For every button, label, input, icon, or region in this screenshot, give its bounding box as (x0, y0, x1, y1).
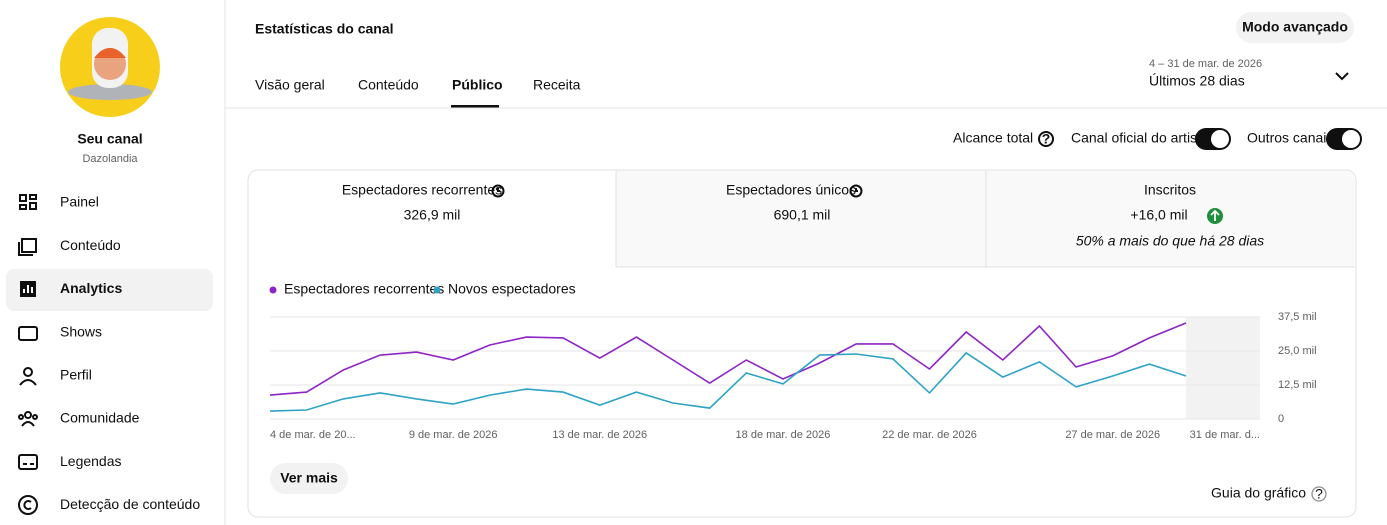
x-tick-label: 18 de mar. de 2026 (736, 429, 831, 441)
nav-item[interactable]: Analytics (60, 280, 122, 296)
period-chevron[interactable] (1335, 72, 1349, 81)
x-tick-label: 9 de mar. de 2026 (409, 429, 498, 441)
legend-label: Novos espectadores (448, 281, 576, 297)
legend-dot (433, 286, 441, 294)
svg-text:?: ? (1315, 486, 1323, 502)
toggle[interactable] (1195, 128, 1231, 150)
toggle-label: Canal oficial do artista (1071, 130, 1209, 146)
nav-item[interactable]: Detecção de conteúdo (60, 496, 200, 512)
more-button-label[interactable]: Ver mais (280, 470, 338, 486)
advanced-button-bg[interactable] (1236, 12, 1354, 43)
nav-item[interactable]: Legendas (60, 453, 122, 469)
toggle-label: Outros canais (1247, 130, 1333, 146)
y-tick-label: 0 (1278, 413, 1284, 425)
clock-icon (849, 184, 863, 198)
metric-label: Espectadores únicos (726, 182, 856, 198)
reach-label: Alcance total (953, 130, 1033, 146)
metric-label: Espectadores recorrentes (342, 182, 502, 198)
x-tick-label: 4 de mar. de 20... (270, 429, 356, 441)
tab[interactable]: Visão geral (255, 77, 325, 93)
metric-value: 690,1 mil (774, 207, 831, 223)
nav-item[interactable]: Conteúdo (60, 237, 121, 253)
channel-name: Dazolandia (82, 153, 138, 165)
x-tick-label: 31 de mar. d... (1190, 429, 1260, 441)
x-tick-label: 27 de mar. de 2026 (1065, 429, 1160, 441)
chart: 0 12,5 mil 25,0 mil 37,5 mil 4 de mar. de 20… (269, 281, 1317, 441)
clock-icon (491, 184, 505, 198)
nav-item[interactable]: Perfil (60, 367, 92, 383)
nav-selected-bg (6, 269, 213, 311)
tab[interactable]: Conteúdo (358, 77, 419, 93)
x-tick-label: 22 de mar. de 2026 (882, 429, 977, 441)
y-tick-label: 25,0 mil (1278, 345, 1317, 357)
nav: Painel Conteúdo Analytics Shows Perfil Comuni… (60, 194, 200, 512)
more-button[interactable]: Ver mais (270, 463, 348, 494)
nav-item[interactable]: Comunidade (60, 410, 140, 426)
y-tick-label: 12,5 mil (1278, 379, 1317, 391)
advanced-button-label[interactable]: Modo avançado (1242, 19, 1348, 35)
page-title: Estatísticas do canal (255, 21, 394, 37)
metric-label: Inscritos (1144, 182, 1196, 198)
x-tick-label: 13 de mar. de 2026 (552, 429, 647, 441)
up-icon (1207, 208, 1223, 224)
tab[interactable]: Receita (533, 77, 581, 93)
legend-label: Espectadores recorrentes (284, 281, 444, 297)
tab-underline (451, 105, 499, 108)
y-tick-label: 37,5 mil (1278, 311, 1317, 323)
toggle[interactable] (1326, 128, 1362, 150)
series-line (269, 351, 1187, 412)
metric-note: 50% a mais do que há 28 dias (1076, 233, 1264, 249)
guide-help-icon[interactable]: ? (1311, 486, 1327, 502)
nav-icons (18, 194, 38, 515)
date-range: 4 – 31 de mar. de 2026 (1149, 58, 1262, 70)
nav-item[interactable]: Painel (60, 194, 99, 210)
channel-title: Seu canal (77, 131, 142, 147)
advanced-button[interactable]: Modo avançado (1236, 12, 1354, 43)
nav-item[interactable]: Shows (60, 323, 102, 339)
tab[interactable]: Público (452, 77, 503, 93)
legend-dot (269, 286, 277, 294)
help-icon[interactable]: ? (1038, 131, 1054, 147)
series-line (269, 322, 1187, 396)
avatar (60, 17, 160, 117)
chart-guide[interactable]: Guia do gráfico (1211, 485, 1306, 501)
period[interactable]: Últimos 28 dias (1149, 73, 1245, 89)
metric-value: 326,9 mil (404, 207, 461, 223)
metric-value: +16,0 mil (1130, 207, 1187, 223)
tabs: Visão geral Conteúdo Público Receita (255, 77, 581, 93)
partial-data-region (1186, 317, 1260, 419)
svg-text:?: ? (1042, 131, 1051, 147)
more-button-bg[interactable] (270, 463, 348, 494)
